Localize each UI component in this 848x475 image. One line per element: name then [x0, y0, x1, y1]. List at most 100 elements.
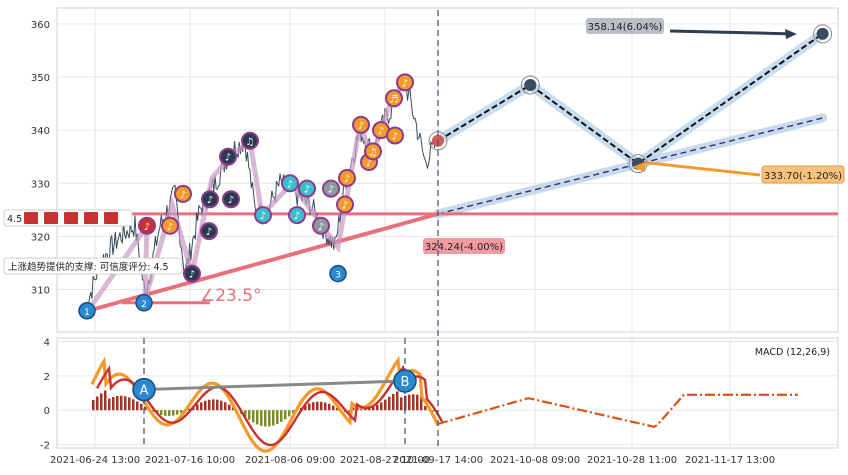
macd-histogram-bar — [92, 400, 95, 410]
macd-tick-label: 4 — [44, 337, 50, 348]
macd-title: MACD (12,26,9) — [755, 347, 830, 358]
wave-marker-label: 1 — [84, 308, 90, 318]
macd-histogram-bar — [312, 402, 315, 410]
macd-histogram-bar — [396, 391, 399, 410]
pattern-marker-glyph: ♪ — [287, 179, 293, 190]
macd-histogram-bar — [196, 404, 199, 410]
support-angle-label: ∠23.5° — [200, 286, 262, 306]
macd-histogram-bar — [320, 402, 323, 410]
forecast-point — [817, 28, 829, 40]
macd-histogram-bar — [220, 401, 223, 411]
macd-histogram-bar — [112, 397, 115, 410]
macd-histogram-bar — [212, 399, 215, 410]
macd-histogram-bar — [376, 405, 379, 410]
price-tick-label: 330 — [31, 179, 50, 190]
pattern-marker-glyph: ♪ — [304, 185, 310, 196]
rating-star-icon — [104, 212, 118, 224]
macd-histogram-bar — [200, 402, 203, 410]
forecast-low-label: 333.70(-1.20%) — [764, 171, 842, 182]
pattern-marker-glyph: ♪ — [207, 195, 213, 206]
rating-label: 4.5 — [7, 214, 22, 225]
macd-histogram-bar — [260, 410, 263, 426]
pattern-marker-glyph: ♪ — [228, 195, 234, 206]
pattern-marker-glyph: ♪ — [260, 211, 266, 222]
macd-histogram-bar — [328, 404, 331, 410]
macd-histogram-bar — [308, 403, 311, 410]
pattern-marker-glyph: ♪ — [378, 126, 384, 137]
pattern-marker-glyph: ♪ — [189, 270, 195, 281]
pattern-marker-glyph: ♫ — [246, 137, 255, 148]
pattern-marker-glyph: ♪ — [180, 190, 186, 201]
divergence-marker-label: B — [401, 375, 410, 390]
pattern-marker-glyph: ♪ — [144, 222, 150, 233]
macd-histogram-bar — [176, 410, 179, 414]
rating-star-icon — [84, 212, 98, 224]
macd-histogram-bar — [132, 399, 135, 410]
macd-histogram-bar — [228, 405, 231, 411]
macd-histogram-bar — [168, 410, 171, 416]
price-tick-label: 360 — [31, 20, 50, 31]
macd-histogram-bar — [164, 410, 167, 416]
forecast-high-label: 358.14(6.04%) — [588, 22, 663, 33]
x-tick-label: 2021-10-28 11:00 — [587, 455, 677, 466]
macd-histogram-bar — [96, 397, 99, 411]
pattern-marker-glyph: ♪ — [294, 211, 300, 222]
macd-histogram-bar — [248, 410, 251, 420]
macd-histogram-bar — [120, 396, 123, 410]
rating-star-icon — [64, 212, 78, 224]
price-tick-label: 340 — [31, 126, 50, 137]
macd-histogram-bar — [388, 397, 391, 410]
macd-histogram-bar — [216, 400, 219, 411]
rating-star-icon — [24, 212, 38, 224]
macd-histogram-bar — [256, 410, 259, 424]
macd-histogram-bar — [172, 410, 175, 415]
x-tick-label: 2021-06-24 13:00 — [50, 455, 140, 466]
macd-histogram-bar — [140, 404, 143, 410]
macd-histogram-bar — [408, 395, 411, 411]
macd-histogram-bar — [124, 396, 127, 410]
macd-y-axis: 420-2 — [40, 337, 50, 451]
macd-histogram-bar — [100, 393, 103, 410]
macd-histogram-bar — [224, 402, 227, 410]
macd-histogram-bar — [384, 400, 387, 410]
macd-histogram-bar — [128, 397, 131, 410]
macd-histogram-bar — [208, 400, 211, 410]
macd-histogram-bar — [204, 401, 207, 410]
pattern-marker-glyph: ♫ — [369, 147, 378, 158]
divergence-marker-label: A — [140, 384, 149, 399]
price-tick-label: 310 — [31, 286, 50, 297]
x-tick-label: 2021-10-08 09:00 — [490, 455, 580, 466]
pattern-marker-glyph: ♪ — [392, 131, 398, 142]
macd-tick-label: -2 — [40, 441, 50, 452]
macd-histogram-bar — [268, 410, 271, 426]
wave-marker-label: 2 — [141, 300, 147, 310]
price-tick-label: 320 — [31, 232, 50, 243]
macd-histogram-bar — [424, 406, 427, 410]
macd-histogram-bar — [276, 410, 279, 424]
macd-tick-label: 0 — [44, 406, 50, 417]
wave-marker-label: 3 — [335, 271, 341, 281]
macd-histogram-bar — [272, 410, 275, 425]
x-tick-label: 2021-09-17 14:00 — [393, 455, 483, 466]
macd-histogram-bar — [104, 391, 107, 411]
pattern-marker-glyph: ♪ — [225, 153, 231, 164]
support-label: 324.24(-4.00%) — [425, 242, 503, 253]
pattern-marker-glyph: ♪ — [342, 201, 348, 212]
macd-histogram-bar — [116, 396, 119, 410]
price-tick-label: 350 — [31, 73, 50, 84]
macd-histogram-bar — [264, 410, 267, 426]
macd-histogram-bar — [360, 409, 363, 410]
macd-histogram-bar — [136, 401, 139, 410]
rating-star-icon — [44, 212, 58, 224]
pattern-marker-glyph: ♪ — [402, 78, 408, 89]
macd-histogram-bar — [392, 394, 395, 410]
macd-histogram-bar — [380, 402, 383, 410]
x-tick-label: 2021-08-06 09:00 — [245, 455, 335, 466]
macd-histogram-bar — [316, 402, 319, 411]
macd-histogram-bar — [160, 410, 163, 415]
pattern-marker-glyph: ♪ — [167, 222, 173, 233]
pattern-marker-glyph: ♪ — [318, 222, 324, 233]
